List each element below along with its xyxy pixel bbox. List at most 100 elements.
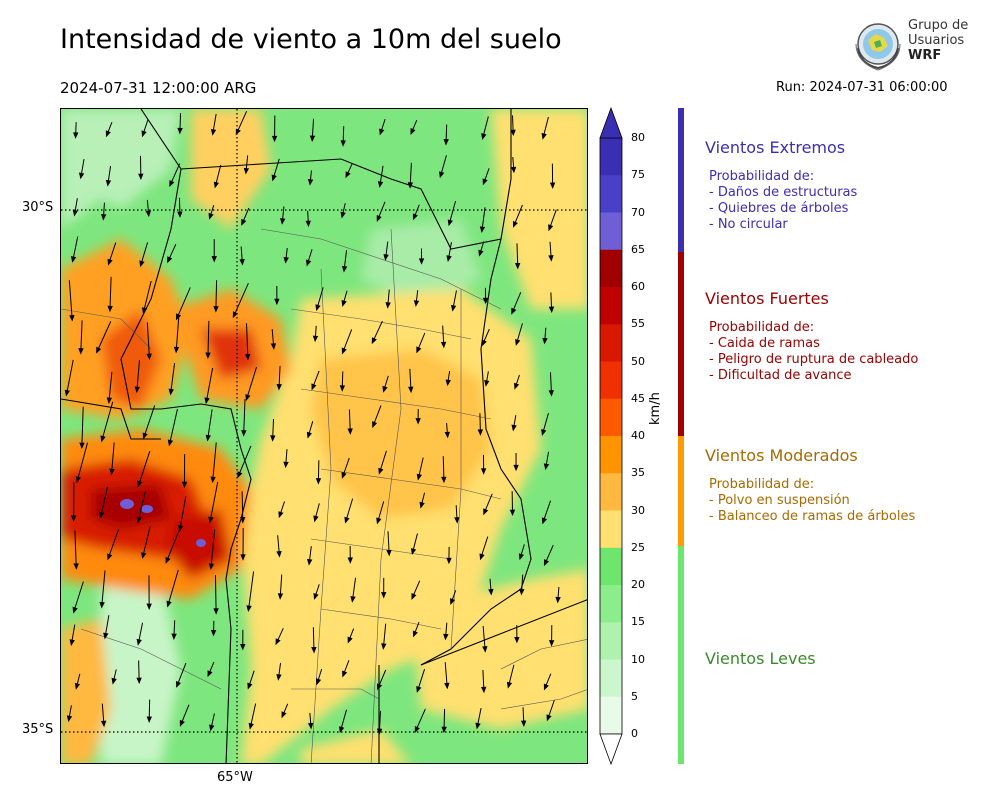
wind-arrow (81, 406, 84, 448)
wind-arrow-head (100, 720, 107, 728)
wind-arrow-head (177, 211, 183, 218)
wind-arrow (168, 409, 178, 446)
wind-arrow-head (107, 553, 113, 561)
wind-arrow-head (548, 255, 554, 262)
wind-arrow-head (377, 683, 383, 691)
wind-arrow-head (555, 596, 561, 604)
colorbar-segment (600, 473, 622, 511)
wind-field-svg (61, 109, 587, 763)
wind-arrow-head (66, 715, 73, 723)
colorbar-tick: 80 (631, 131, 645, 144)
colorbar-tick: 75 (631, 168, 645, 182)
wind-arrow (76, 442, 89, 482)
wind-arrow-head (103, 632, 109, 640)
wind-arrow (247, 571, 255, 611)
wind-arrow (111, 442, 115, 474)
wind-arrow-head (141, 307, 148, 315)
colorbar-segment (600, 398, 622, 437)
lat-tick-35s: 35°S (22, 722, 54, 737)
wind-arrow-head (307, 722, 314, 730)
wind-arrow-head (96, 346, 102, 354)
wind-arrow-head (543, 463, 550, 471)
wind-arrow-head (341, 347, 347, 355)
wind-arrow-head (542, 337, 548, 345)
logo-line1: Grupo de (908, 18, 969, 33)
colorbar-segment (600, 659, 622, 698)
colorbar-tick: 40 (631, 429, 645, 442)
wind-arrow-head (211, 256, 217, 263)
wind-arrow (214, 575, 217, 614)
wind-arrow-head (450, 304, 457, 312)
wind-arrow-head (136, 638, 142, 646)
wind-arrow-head (107, 258, 113, 266)
wind-arrow-head (72, 209, 78, 217)
wind-arrow-head (245, 394, 251, 402)
wind-arrow-head (208, 563, 215, 570)
wind-arrow-head (377, 181, 384, 188)
wind-arrow-head (106, 397, 113, 404)
colorbar-tick: 60 (631, 280, 645, 293)
wind-arrow-head (137, 480, 143, 488)
wind-arrow-head (239, 516, 246, 524)
colorbar-tick: 35 (631, 466, 645, 480)
wind-arrow-head (309, 135, 316, 142)
wind-arrow-head (479, 553, 485, 561)
wind-arrow-head (514, 382, 520, 390)
wind-arrow-head (70, 515, 77, 522)
wind-arrow-head (443, 633, 449, 641)
wind-arrow-head (240, 643, 246, 651)
wind-arrow-head (209, 724, 215, 732)
wind-arrow-head (481, 339, 487, 347)
colorbar-tick: 70 (631, 205, 645, 219)
wind-arrow (167, 569, 179, 607)
wind-arrow-head (413, 300, 420, 307)
wind-arrow-head (441, 476, 447, 484)
wind-arrow-head (176, 680, 182, 688)
wind-arrow-head (243, 167, 250, 175)
wind-arrow-head (74, 682, 81, 690)
wind-arrow-head (247, 682, 253, 690)
category-light: Vientos Leves (705, 649, 816, 668)
wind-arrow-head (315, 478, 322, 485)
wind-arrow-head (75, 476, 81, 484)
wind-arrow (209, 481, 219, 523)
wind-arrow-head (481, 686, 487, 694)
wind-arrow-head (307, 179, 314, 186)
wind-arrow-head (546, 714, 552, 722)
category-strong: Vientos Fuertes Probabilidad de: - Caida… (705, 289, 918, 384)
wind-arrow (237, 445, 252, 478)
wind-arrow-head (548, 390, 554, 397)
wind-arrow-head (407, 182, 414, 189)
wind-arrow-head (347, 557, 353, 564)
colorbar-segment (600, 547, 622, 586)
colorbar-tick: 5 (631, 689, 638, 703)
wind-arrow-head (379, 128, 385, 136)
wind-arrow-head (145, 210, 152, 218)
wind-arrow-head (415, 418, 421, 425)
wind-arrow (232, 282, 249, 318)
wind-arrow-head (512, 220, 518, 228)
wind-arrow-head (382, 385, 388, 393)
colorbar-segment (600, 175, 622, 213)
wind-arrow (245, 366, 258, 400)
wind-arrow-head (278, 511, 284, 519)
level-bar-moderate (678, 436, 684, 546)
colorbar-segment (600, 138, 622, 176)
wind-arrow-head (141, 552, 147, 560)
wind-arrow-head (414, 726, 420, 733)
wind-arrow-head (441, 726, 447, 734)
wind-arrow-head (344, 516, 350, 524)
wind-arrow-head (279, 218, 286, 225)
wind-arrow-head (444, 682, 450, 690)
colorbar-segment (600, 436, 622, 474)
colorbar-tick: 45 (631, 391, 645, 405)
wind-arrow-head (477, 429, 484, 436)
wind-arrow-head (307, 558, 313, 566)
wind-arrow-head (541, 132, 547, 140)
wind-arrow-head (136, 516, 142, 524)
wind-arrow-head (271, 135, 278, 143)
wind-arrow-head (475, 722, 481, 730)
colorbar-tick: 20 (631, 578, 645, 591)
wind-arrow-head (69, 639, 75, 647)
valid-time: 2024-07-31 12:00:00 ARG (60, 79, 257, 97)
